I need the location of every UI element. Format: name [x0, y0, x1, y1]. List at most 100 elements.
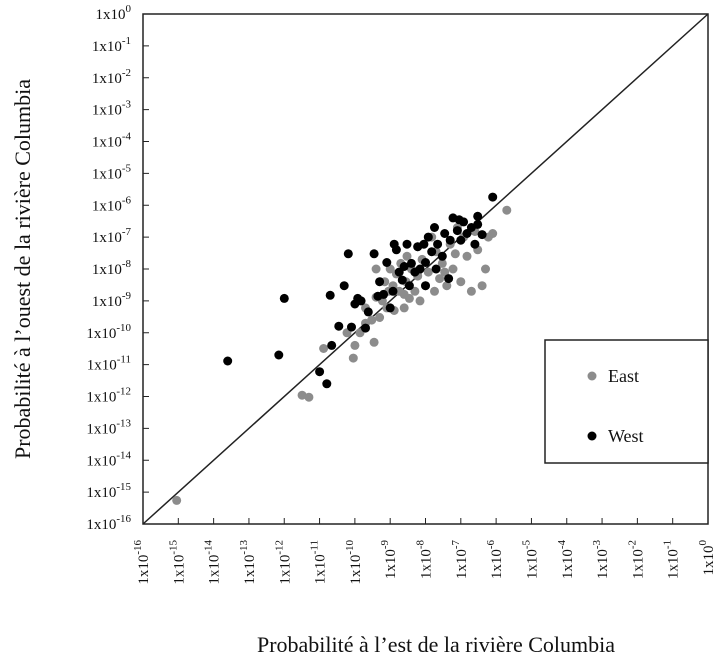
- x-tick-label: 1x10-3: [591, 540, 611, 580]
- x-tick-label: 1x10-2: [626, 540, 646, 579]
- east-point: [348, 353, 358, 363]
- west-point: [421, 281, 430, 291]
- y-tick-label: 1x10-10: [86, 322, 131, 342]
- west-point: [444, 274, 454, 284]
- west-point: [389, 239, 399, 249]
- east-point: [502, 205, 512, 215]
- east-point: [350, 340, 360, 350]
- west-point: [361, 323, 370, 333]
- x-axis-ticks: 1x10-16 1x10-15 1x10-14 1x10-13 1x10-12 1x10-…: [132, 518, 717, 585]
- x-tick-label: 1x10-5: [520, 540, 540, 580]
- y-tick-label: 1x10-5: [92, 162, 132, 182]
- west-point: [347, 322, 356, 332]
- east-point: [319, 344, 329, 353]
- east-point: [448, 264, 458, 274]
- west-point: [327, 340, 337, 350]
- east-point: [430, 286, 439, 296]
- x-tick-label: 1x10-6: [485, 540, 505, 580]
- east-point: [435, 274, 445, 284]
- west-point: [488, 192, 498, 202]
- west-point: [404, 281, 414, 291]
- east-point: [367, 315, 377, 325]
- x-tick-label: 1x10-11: [309, 540, 329, 584]
- x-tick-label: 1x10-15: [167, 540, 187, 585]
- west-point: [456, 235, 466, 245]
- west-point: [399, 262, 409, 271]
- east-point: [304, 392, 314, 402]
- x-tick-label: 1x10-4: [556, 540, 576, 580]
- east-point: [481, 264, 490, 274]
- legend-label-west: West: [608, 426, 644, 446]
- east-point: [440, 267, 450, 277]
- x-tick-label: 1x10-16: [132, 540, 152, 585]
- west-point: [402, 239, 412, 249]
- east-point: [410, 286, 420, 296]
- east-point: [477, 281, 487, 291]
- west-point: [454, 215, 464, 225]
- west-point: [406, 258, 416, 268]
- east-point: [442, 281, 452, 291]
- east-point: [462, 251, 472, 261]
- y-axis-title: Probabilité à l’ouest de la rivière Colu…: [10, 79, 35, 459]
- east-point: [437, 258, 447, 268]
- x-tick-label: 1x10-1: [662, 540, 682, 579]
- west-point: [415, 264, 425, 274]
- legend-marker-east: [587, 371, 597, 381]
- west-point: [363, 307, 373, 317]
- west-point: [375, 277, 385, 287]
- west-point: [423, 232, 433, 242]
- x-axis-title: Probabilité à l’est de la rivière Columb…: [257, 632, 615, 657]
- x-tick-label: 1x10-10: [344, 540, 364, 585]
- east-point: [466, 286, 476, 296]
- west-point: [397, 275, 407, 285]
- legend-marker-west: [587, 431, 597, 441]
- west-point: [356, 296, 366, 306]
- west-point: [452, 226, 462, 236]
- y-tick-label: 1x10-1: [92, 35, 131, 55]
- y-tick-label: 1x10-2: [92, 67, 131, 87]
- east-point: [415, 296, 425, 306]
- east-point: [456, 277, 466, 287]
- plot-area: [142, 13, 709, 525]
- east-point: [399, 303, 409, 313]
- west-point: [477, 230, 487, 240]
- east-point: [399, 289, 409, 299]
- y-tick-label: 1x10-15: [86, 481, 131, 501]
- y-tick-label: 1x10-13: [86, 417, 131, 437]
- east-point: [402, 251, 412, 261]
- y-tick-label: 1x100: [96, 3, 132, 23]
- y-tick-label: 1x10-3: [92, 99, 132, 119]
- y-tick-label: 1x10-4: [92, 131, 132, 151]
- west-point: [315, 367, 325, 377]
- y-tick-label: 1x10-16: [86, 513, 131, 533]
- y-tick-label: 1x10-11: [87, 354, 131, 374]
- data-points: [172, 192, 512, 505]
- y-tick-label: 1x10-6: [92, 194, 132, 214]
- y-tick-label: 1x10-7: [92, 226, 132, 246]
- west-point: [382, 258, 392, 267]
- east-point: [369, 337, 379, 347]
- west-point: [343, 249, 353, 259]
- west-point: [433, 239, 443, 249]
- west-point: [339, 281, 349, 291]
- x-tick-label: 1x10-13: [238, 540, 258, 585]
- east-point: [450, 249, 460, 259]
- x-tick-label: 1x10-7: [450, 540, 470, 580]
- legend-box: [544, 339, 709, 464]
- west-point: [369, 249, 379, 259]
- y-axis-ticks: 1x10-16 1x10-15 1x10-14 1x10-13 1x10-12 1x10-…: [86, 3, 149, 533]
- y-tick-label: 1x10-9: [92, 290, 132, 310]
- west-point: [437, 251, 447, 261]
- west-point: [445, 235, 455, 245]
- west-point: [470, 239, 480, 249]
- west-point: [440, 229, 450, 238]
- east-point: [371, 264, 381, 274]
- west-point: [385, 303, 395, 313]
- west-point: [419, 239, 429, 249]
- east-point: [297, 390, 307, 400]
- west-point: [379, 289, 389, 299]
- x-tick-label: 1x10-8: [415, 540, 435, 580]
- x-tick-label: 1x10-9: [379, 540, 399, 580]
- west-point: [334, 321, 344, 331]
